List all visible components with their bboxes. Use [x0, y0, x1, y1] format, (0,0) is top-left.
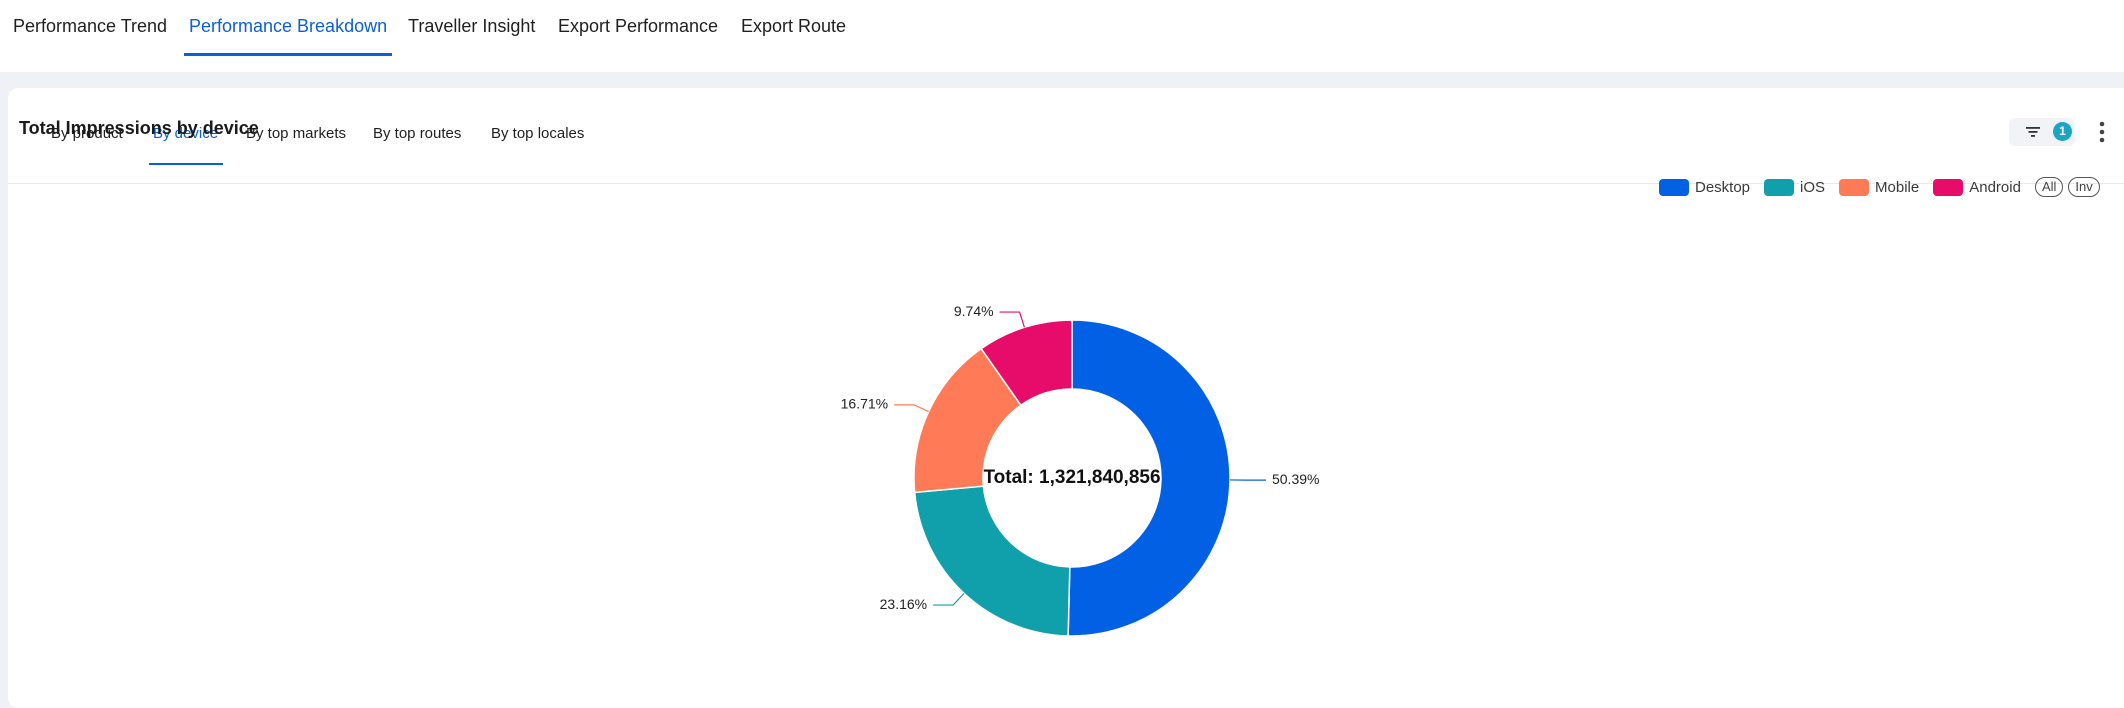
slice-percentage-label: 9.74%: [954, 303, 994, 319]
slice-percentage-label: 23.16%: [880, 596, 927, 612]
label-leader-line: [894, 405, 929, 412]
slice-percentage-label: 50.39%: [1272, 471, 1319, 487]
label-leader-line: [1000, 312, 1025, 327]
label-leader-line: [933, 593, 964, 605]
donut-slice-ios[interactable]: [915, 486, 1070, 636]
chart-center-total: Total: 1,321,840,856: [983, 467, 1160, 488]
slice-percentage-label: 16.71%: [841, 396, 888, 412]
